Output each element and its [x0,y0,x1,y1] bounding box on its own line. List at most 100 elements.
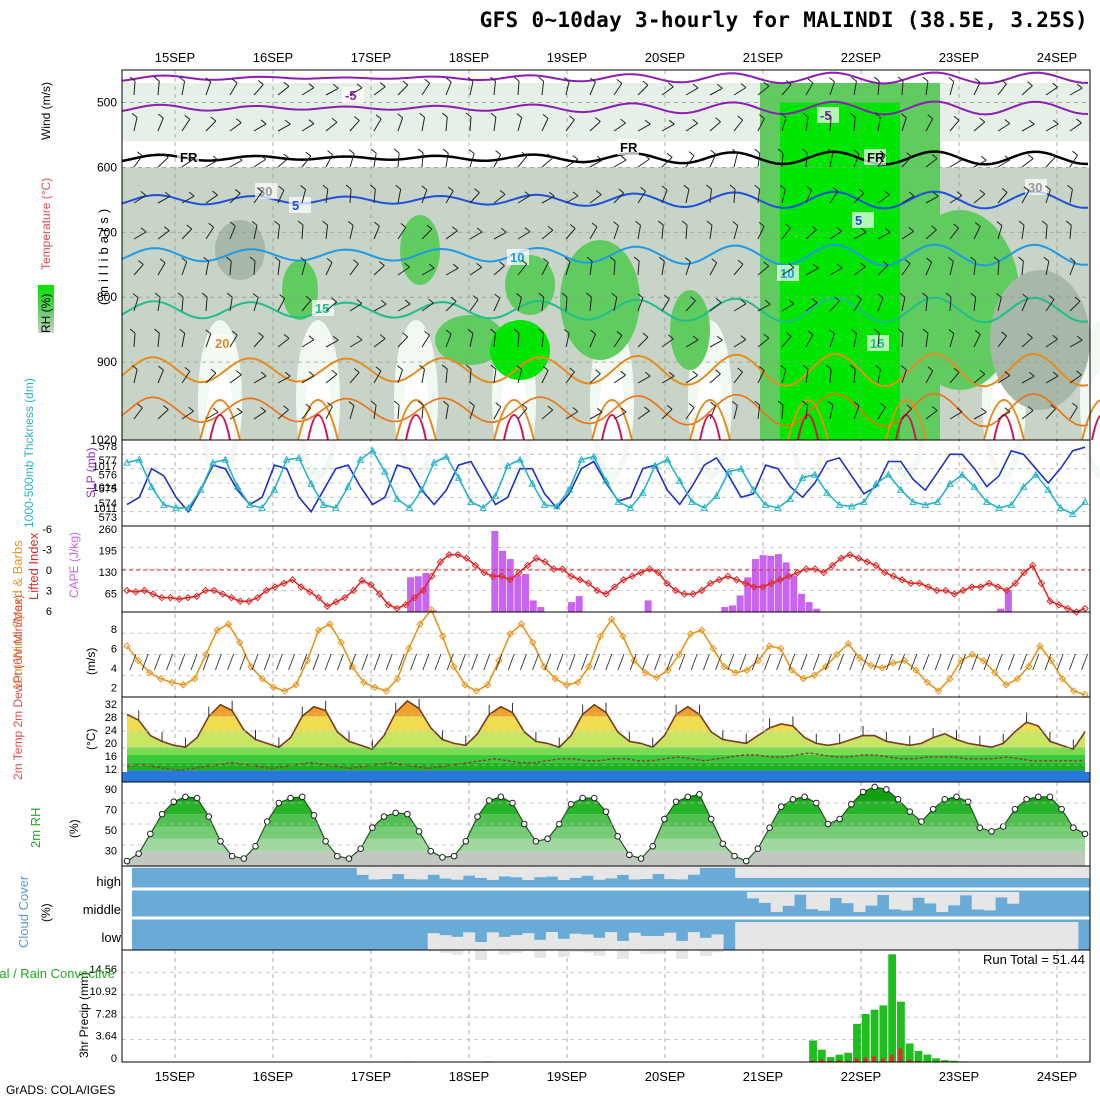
wind-barb [997,123,1011,132]
wind-barb [853,231,867,240]
lifted-index-line-point [837,554,845,562]
lifted-index-line-point [898,576,906,584]
wind-barb [517,263,528,276]
wind-barb [589,261,593,276]
lifted-index-line-point [715,576,723,584]
wind-barb-flag [780,113,787,118]
surface-wind-barb [617,653,625,671]
wind-barb [1069,87,1083,96]
wind-speed-line-point [517,620,526,628]
lifted-index-line-point [880,568,889,577]
rh-point [883,786,890,793]
wind-barb-flag [284,119,291,125]
wind-barb [301,87,315,96]
lifted-index-tick: 0 [46,565,52,577]
rh-tick-label: 30 [105,846,117,858]
wind-barb [805,405,808,420]
lifted-index-line-point [645,565,654,573]
wind-barb [157,297,161,312]
wind-barb-flag [1004,371,1011,376]
rh-legend-swatch [38,285,54,333]
lifted-index-line-point [985,579,993,588]
thickness-line-point [639,488,647,496]
wind-barb-flag [322,220,328,226]
lifted-index-line-point [123,586,131,595]
cloud-cell-high [747,866,760,878]
thickness-line-point [553,502,561,510]
cape-bar [759,555,767,612]
surface-wind-barb [507,653,515,671]
surface-wind-barb [373,653,381,671]
wind-barb [901,195,915,204]
wind-speed-line-point [427,605,436,614]
wind-barb [421,117,426,132]
rh-point [953,793,960,801]
wind-barb [829,81,836,96]
cloud-cell-low [534,939,547,958]
rh-dry-core [402,370,430,470]
wind-barb [133,231,147,240]
precip-conv-bar [863,1057,868,1062]
wind-barb-flag [758,366,765,371]
thickness-line-point [393,494,402,502]
cloud-cell-low [806,922,819,950]
contour-label-bg [255,183,277,199]
wind-speed-line-point [292,681,300,689]
date-top-15SEP: 15SEP [155,50,195,65]
cloud-cell-high [758,866,771,878]
surface-wind-barb [288,653,296,671]
cape-tick-label: 260 [99,524,117,536]
wind-barb-flag [419,364,425,370]
cloud-cell-middle [924,892,937,904]
cloud-cell-low [1066,922,1079,950]
temp-contour-minus5 [121,100,1089,116]
wind-barb [757,265,770,276]
rh-point [918,818,925,825]
contour-label-bg [342,87,364,103]
rh-point [123,857,131,865]
rh-point [941,795,949,803]
cloud-cell-low [522,933,535,952]
wind-barb-flag [548,191,555,197]
wind-barb-flag [308,119,315,125]
wind-barb-flag [953,115,960,121]
rh-point [193,794,201,802]
lifted-index-line-point [454,550,462,559]
rh-point [964,798,972,806]
surface-wind-barb [800,653,808,671]
surface-wind-barb [166,653,174,671]
wind-barb [157,195,171,204]
wind-barb [661,261,665,276]
wind-barb-flag [300,257,306,262]
rh-dry-core [598,370,626,470]
wind-barb [1021,261,1024,276]
wind-barb [877,406,886,420]
thickness-line-point [295,454,303,462]
wind-barb [373,189,376,204]
cloud-cell-high [297,866,310,868]
lifted-index-line-point [297,583,305,591]
wind-barb [637,225,641,240]
wind-barb [493,298,501,312]
wind-barb-flag [331,117,338,123]
wind-barb-flag [1065,220,1072,226]
cloud-cell-high [817,866,831,878]
wind-barb [853,369,856,384]
wind-barb-flag [851,328,857,334]
rh-point [976,824,984,832]
cloud-cell-high [605,866,618,879]
cloud-cell-low [1019,922,1032,950]
wind-barb [949,296,952,312]
surface-wind-barbs [129,653,1089,671]
wind-barb [613,122,626,132]
wind-barb [181,371,191,384]
wind-barb [253,84,264,96]
thickness-line-point [798,473,807,481]
wind-speed-line-point [889,659,898,667]
cloud-cell-high [971,866,984,878]
temp-line [126,699,1086,751]
wind-speed-line-point [506,630,514,638]
contour-label-bg [617,139,639,155]
temp-contour-20 [121,352,1089,388]
lifted-index-line-point [915,579,924,588]
